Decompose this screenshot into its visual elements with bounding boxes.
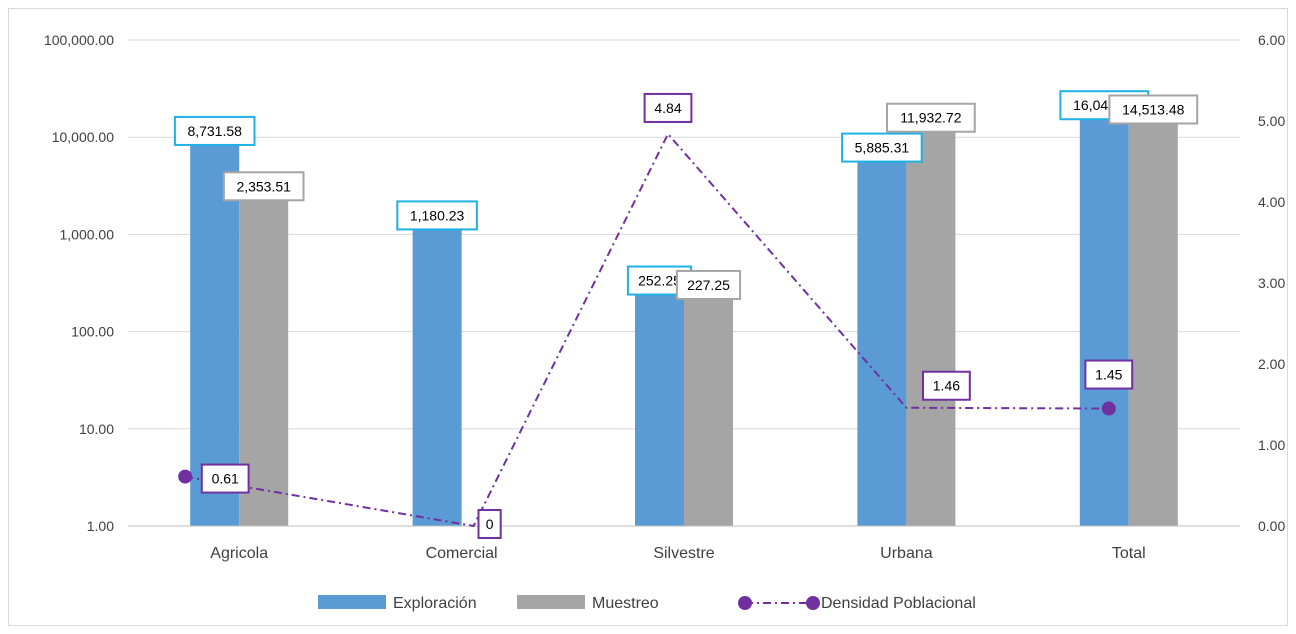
data-label-box [1084,359,1134,390]
data-label-box [841,132,923,163]
data-label-text: 11,932.72 [900,110,961,126]
y-right-tick-label: 6.00 [1258,32,1285,48]
data-label-text: 2,353.51 [236,178,291,194]
data-label: 227.25 [675,269,742,300]
line-data-label: 4.84 [643,92,693,123]
legend-marker [806,596,820,610]
data-label-text: 1.45 [1095,367,1122,383]
legend-label: Muestreo [592,595,659,612]
bar-muestreo-silvestre [684,296,733,526]
y-right-tick-label: 2.00 [1258,356,1285,372]
data-label: 11,932.72 [886,102,976,133]
y-right-tick-label: 4.00 [1258,194,1285,210]
y-left-tick-label: 1.00 [87,518,114,534]
data-label-text: 0 [486,516,494,532]
x-category-label: Total [1112,545,1146,562]
bar-exploraci-n-total [1079,117,1129,526]
line-data-label: 1.46 [922,370,971,401]
bar-exploraci-n-comercial [412,227,462,526]
y-right-tick-label: 3.00 [1258,275,1285,291]
y-left-tick-label: 100,000.00 [44,32,114,48]
data-label: 2,353.51 [222,171,305,202]
data-label-box [675,269,742,300]
y-right-tick-label: 5.00 [1258,113,1285,129]
bar-muestreo-urbana [906,129,956,527]
x-category-label: Comercial [426,545,498,562]
bar-muestreo-total [1128,121,1178,527]
data-label-text: 0.61 [212,471,239,487]
legend-swatch-exploraci-n [318,595,386,609]
data-label: 5,885.31 [841,132,923,163]
line-data-label: 0 [477,509,502,539]
line-marker [178,469,193,484]
x-category-label: Agricola [210,545,268,562]
bar-exploraci-n-urbana [857,159,907,526]
legend-marker [738,596,752,610]
x-category-label: Urbana [880,545,933,562]
bar-exploraci-n-silvestre [635,292,684,526]
data-label: 14,513.48 [1108,94,1199,125]
data-label-text: 5,885.31 [855,140,910,156]
y-right-tick-label: 0.00 [1258,518,1285,534]
data-label: 8,731.58 [173,115,256,146]
legend-label: Exploración [393,595,477,612]
data-label-box [922,370,971,401]
data-label-text: 1.46 [933,378,960,394]
data-label-box [886,102,976,133]
data-label: 1,180.23 [396,200,478,231]
y-left-tick-label: 10.00 [79,421,114,437]
data-label-text: 1,180.23 [410,207,465,223]
data-label-box [200,463,250,494]
legend-label: Densidad Poblacional [821,595,976,612]
data-label-text: 8,731.58 [187,123,242,139]
legend-swatch-muestreo [517,595,585,609]
line-marker [1101,401,1116,416]
data-label-box [477,509,502,539]
data-label-box [396,200,478,231]
data-label-text: 252.25 [638,273,681,289]
line-data-label: 0.61 [200,463,250,494]
data-label-box [1108,94,1199,125]
x-category-label: Silvestre [653,545,714,562]
data-label-box [222,171,305,202]
data-label-text: 4.84 [654,100,681,116]
data-label-text: 227.25 [687,277,730,293]
bar-exploraci-n-agricola [190,142,240,526]
y-right-tick-label: 1.00 [1258,437,1285,453]
y-left-tick-label: 10,000.00 [52,129,114,145]
data-label-box [173,115,256,146]
y-left-tick-label: 1,000.00 [60,226,115,242]
line-data-label: 1.45 [1084,359,1134,390]
data-label-text: 14,513.48 [1122,101,1184,117]
data-label-box [643,92,693,123]
y-left-tick-label: 100.00 [71,324,114,340]
